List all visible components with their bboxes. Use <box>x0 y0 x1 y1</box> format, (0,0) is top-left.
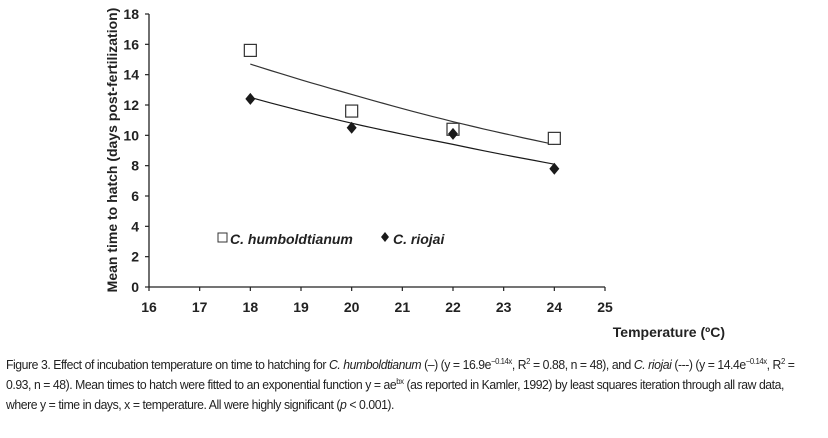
caption-superscript: −0.14x <box>745 357 767 366</box>
x-tick-label: 20 <box>344 299 360 315</box>
x-axis-title: Temperature (ºC) <box>613 324 725 340</box>
legend-label-riojai: C. riojai <box>393 231 445 247</box>
y-tick-label: 16 <box>123 36 139 52</box>
caption-text: = 0.88, n = 48), and <box>530 358 634 372</box>
data-points <box>243 43 561 175</box>
caption-species: C. riojai <box>633 358 672 372</box>
x-tick-label: 19 <box>293 299 309 315</box>
y-tick-label: 4 <box>131 218 139 234</box>
y-tick-label: 12 <box>123 97 139 113</box>
caption-superscript: bx <box>396 377 404 386</box>
y-tick-label: 8 <box>131 158 139 174</box>
caption-text: , R <box>766 358 782 372</box>
caption-superscript: 2 <box>780 357 785 366</box>
data-point-humboldtianum <box>345 104 359 118</box>
x-tick-label: 24 <box>547 299 563 315</box>
caption-text: Figure 3. Effect of incubation temperatu… <box>6 358 329 372</box>
y-tick-label: 18 <box>123 6 139 22</box>
x-tick-label: 25 <box>597 299 613 315</box>
y-tick-label: 2 <box>131 249 139 265</box>
trend-line-humboldtianum <box>250 63 555 145</box>
y-tick-label: 0 <box>131 279 139 295</box>
caption-italic: p <box>340 398 347 412</box>
caption-text: , R <box>511 358 527 372</box>
caption-text: (–) (y = 16.9e <box>421 358 491 372</box>
y-tick-label: 6 <box>131 188 139 204</box>
legend: C. humboldtianum C. riojai <box>217 231 445 247</box>
caption-text: = 0.93, n = 48). Mean times to hatch wer… <box>6 358 795 392</box>
x-tick-label: 16 <box>141 299 157 315</box>
data-point-riojai <box>549 162 560 175</box>
caption-text: (as reported in Kamler, 1992) by least s… <box>6 378 784 412</box>
trend-lines <box>250 63 555 165</box>
x-tick-label: 23 <box>496 299 512 315</box>
y-tick-label: 10 <box>123 127 139 143</box>
caption-superscript: 2 <box>526 357 531 366</box>
trend-line-riojai <box>250 96 555 165</box>
data-point-riojai <box>448 127 458 140</box>
caption-species: C. humboldtianum <box>328 358 422 372</box>
x-tick-label: 22 <box>445 299 461 315</box>
data-point-riojai <box>346 121 357 134</box>
caption-text: (---) (y = 14.4e <box>671 358 746 372</box>
caption-superscript: −0.14x <box>490 357 512 366</box>
x-tick-label: 18 <box>243 299 259 315</box>
data-point-humboldtianum <box>243 43 257 58</box>
y-axis-title: Mean time to hatch (days post-fertilizat… <box>104 8 120 293</box>
legend-marker-riojai <box>381 232 389 242</box>
data-point-humboldtianum <box>547 131 561 145</box>
x-tick-label: 21 <box>395 299 411 315</box>
x-tick-label: 17 <box>192 299 208 315</box>
legend-marker-humboldtianum <box>217 232 228 243</box>
legend-label-humboldtianum: C. humboldtianum <box>230 231 353 247</box>
data-point-riojai <box>245 92 256 105</box>
figure-caption: Figure 3. Effect of incubation temperatu… <box>6 355 801 415</box>
y-tick-label: 14 <box>123 67 139 83</box>
caption-text: < 0.001). <box>346 398 395 412</box>
